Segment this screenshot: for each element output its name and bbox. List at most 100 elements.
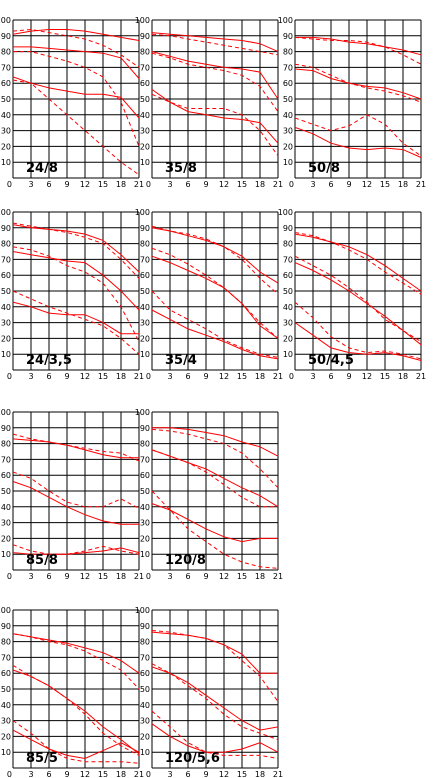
series-line-dashed: [151, 33, 279, 56]
series-line-dashed: [13, 51, 140, 147]
y-tick-label: 20: [140, 732, 150, 741]
series-line-dashed: [12, 222, 140, 279]
y-tick-label: 90: [140, 32, 150, 41]
y-tick-label: 10: [140, 350, 150, 359]
y-tick-label: 10: [1, 748, 11, 757]
y-tick-label: 60: [1, 79, 11, 88]
series-line-solid: [294, 68, 422, 100]
y-tick-label: 60: [140, 79, 150, 88]
x-tick-label: 18: [116, 572, 126, 581]
y-tick-label: 20: [283, 334, 293, 343]
chart-panel: 10 20 30 40 50 60 70 80 90 100 0 3 6 9 12 15 18 21 120/5,6: [135, 606, 283, 778]
series-line-dashed: [12, 544, 140, 555]
chart-title: 120/8: [165, 553, 206, 568]
x-tick-label: 21: [273, 180, 283, 189]
y-tick-label: 30: [1, 127, 11, 136]
x-tick-label: 6: [185, 572, 190, 581]
y-tick-label: 50: [140, 287, 150, 296]
series-line-dashed: [151, 52, 279, 112]
x-tick-label: 3: [167, 770, 172, 778]
x-tick-label: 6: [185, 372, 190, 381]
x-tick-label: 21: [416, 180, 426, 189]
x-tick-label: 3: [167, 180, 172, 189]
x-tick-label: 0: [7, 770, 12, 778]
x-tick-label: 9: [346, 180, 351, 189]
y-tick-label: 60: [283, 79, 293, 88]
y-tick-label: 60: [1, 271, 11, 280]
series-line-dashed: [12, 28, 140, 68]
y-tick-label: 90: [283, 224, 293, 233]
y-tick-label: 60: [283, 271, 293, 280]
y-tick-label: 20: [1, 534, 11, 543]
series-line-dashed: [151, 663, 279, 741]
chart-title: 85/8: [26, 553, 58, 568]
series-line-dashed: [151, 290, 279, 358]
x-tick-label: 9: [64, 572, 69, 581]
x-tick-label: 15: [237, 180, 247, 189]
y-tick-label: 60: [140, 271, 150, 280]
x-tick-label: 18: [116, 770, 126, 778]
y-tick-label: 40: [140, 701, 150, 710]
x-tick-label: 18: [255, 372, 265, 381]
y-tick-label: 30: [1, 519, 11, 528]
y-tick-label: 30: [283, 319, 293, 328]
y-tick-label: 20: [140, 534, 150, 543]
y-tick-label: 90: [140, 622, 150, 631]
series-line-solid: [151, 503, 278, 543]
chart-panel: 10 20 30 40 50 60 70 80 90 100 0 3 6 9 12 15 18 21 35/8: [135, 16, 283, 189]
x-tick-label: 3: [28, 572, 33, 581]
series-line-dashed: [294, 63, 422, 103]
chart-panel: 10 20 30 40 50 60 70 80 90 100 0 3 6 9 12 15 18 21 120/8: [135, 408, 283, 581]
series-line-dashed: [294, 114, 422, 157]
chart-panel: 10 20 30 40 50 60 70 80 90 100 0 3 6 9 12 15 18 21 24/3,5: [0, 208, 144, 381]
y-tick-label: 80: [1, 638, 11, 647]
x-tick-label: 12: [219, 572, 229, 581]
series-line-solid: [12, 481, 139, 525]
chart-title: 24/8: [26, 161, 58, 176]
y-tick-label: 70: [140, 63, 150, 72]
y-tick-label: 90: [140, 424, 150, 433]
x-tick-label: 6: [185, 180, 190, 189]
y-tick-label: 90: [1, 224, 11, 233]
y-tick-label: 10: [140, 550, 150, 559]
y-tick-label: 70: [1, 455, 11, 464]
series-line-dashed: [151, 710, 279, 759]
y-tick-label: 40: [1, 701, 11, 710]
series-line-dashed: [151, 428, 279, 489]
x-tick-label: 3: [167, 372, 172, 381]
x-tick-label: 6: [328, 180, 333, 189]
y-tick-label: 10: [140, 748, 150, 757]
series-line-dashed: [12, 79, 140, 176]
x-tick-label: 0: [289, 372, 294, 381]
y-tick-label: 70: [140, 455, 150, 464]
x-tick-label: 0: [7, 372, 12, 381]
y-tick-label: 70: [140, 255, 150, 264]
series-line-solid: [294, 322, 422, 361]
y-tick-label: 100: [135, 16, 150, 25]
chart-title: 35/4: [165, 353, 197, 368]
series-line-dashed: [151, 225, 279, 295]
series-line-solid: [13, 46, 140, 79]
y-tick-label: 100: [135, 208, 150, 217]
chart-title: 85/5: [26, 751, 58, 766]
y-tick-label: 80: [140, 638, 150, 647]
x-tick-label: 9: [346, 372, 351, 381]
series-line-dashed: [294, 301, 422, 360]
x-tick-label: 9: [203, 770, 208, 778]
y-tick-label: 20: [1, 334, 11, 343]
x-tick-label: 21: [273, 770, 283, 778]
x-tick-label: 18: [116, 372, 126, 381]
y-tick-label: 90: [283, 32, 293, 41]
series-line-dashed: [12, 471, 140, 509]
y-tick-label: 80: [140, 440, 150, 449]
x-tick-label: 0: [146, 180, 151, 189]
x-tick-label: 12: [80, 180, 90, 189]
series-line-dashed: [12, 664, 140, 756]
y-tick-label: 10: [283, 350, 293, 359]
x-tick-label: 15: [98, 770, 108, 778]
y-tick-label: 90: [1, 622, 11, 631]
series-line-solid: [152, 427, 279, 457]
y-tick-label: 100: [0, 16, 11, 25]
x-tick-label: 18: [255, 180, 265, 189]
series-line-solid: [151, 255, 279, 339]
